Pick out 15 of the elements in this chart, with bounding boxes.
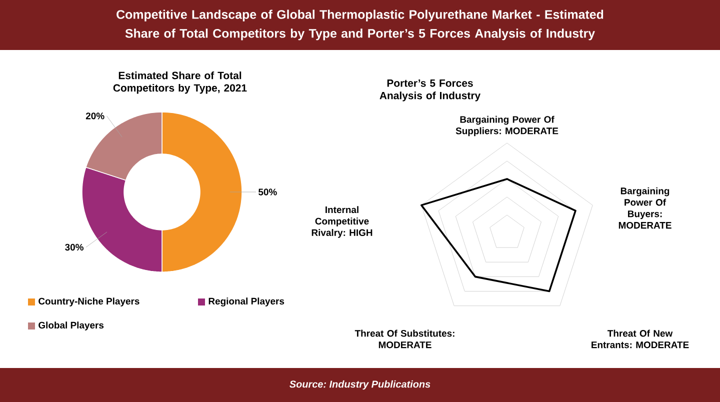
spoke-label: Internal Competitive Rivalry: HIGH bbox=[312, 206, 372, 238]
spoke-label: Bargaining Power Of Buyers: MODERATE bbox=[618, 187, 672, 229]
data-label: 30% bbox=[65, 244, 84, 251]
legend-label: Country-Niche Players bbox=[38, 298, 140, 306]
legend-label: Global Players bbox=[38, 322, 104, 330]
spoke-label: Bargaining Power Of Suppliers: MODERATE bbox=[456, 116, 558, 136]
spoke-label: Threat Of New Entrants: MODERATE bbox=[592, 330, 689, 348]
chart-title: Estimated Share of Total Competitors by Type, 2021 bbox=[113, 72, 247, 94]
spoke-label: Threat Of Substitutes: MODERATE bbox=[354, 330, 454, 348]
data-label: 20% bbox=[86, 112, 104, 120]
text: Competitive Landscape of Global Thermoplastic Polyurethane Market - Estimated Share of Total Competitors by Type and Porter’s 5 Forces Analysis of Industry bbox=[116, 10, 604, 40]
data-label: 50% bbox=[258, 188, 277, 196]
legend-label: Regional Players bbox=[208, 298, 284, 306]
source-note: Source: Industry Publications bbox=[290, 380, 430, 390]
chart-title: Porter’s 5 Forces Analysis of Industry bbox=[380, 80, 480, 102]
